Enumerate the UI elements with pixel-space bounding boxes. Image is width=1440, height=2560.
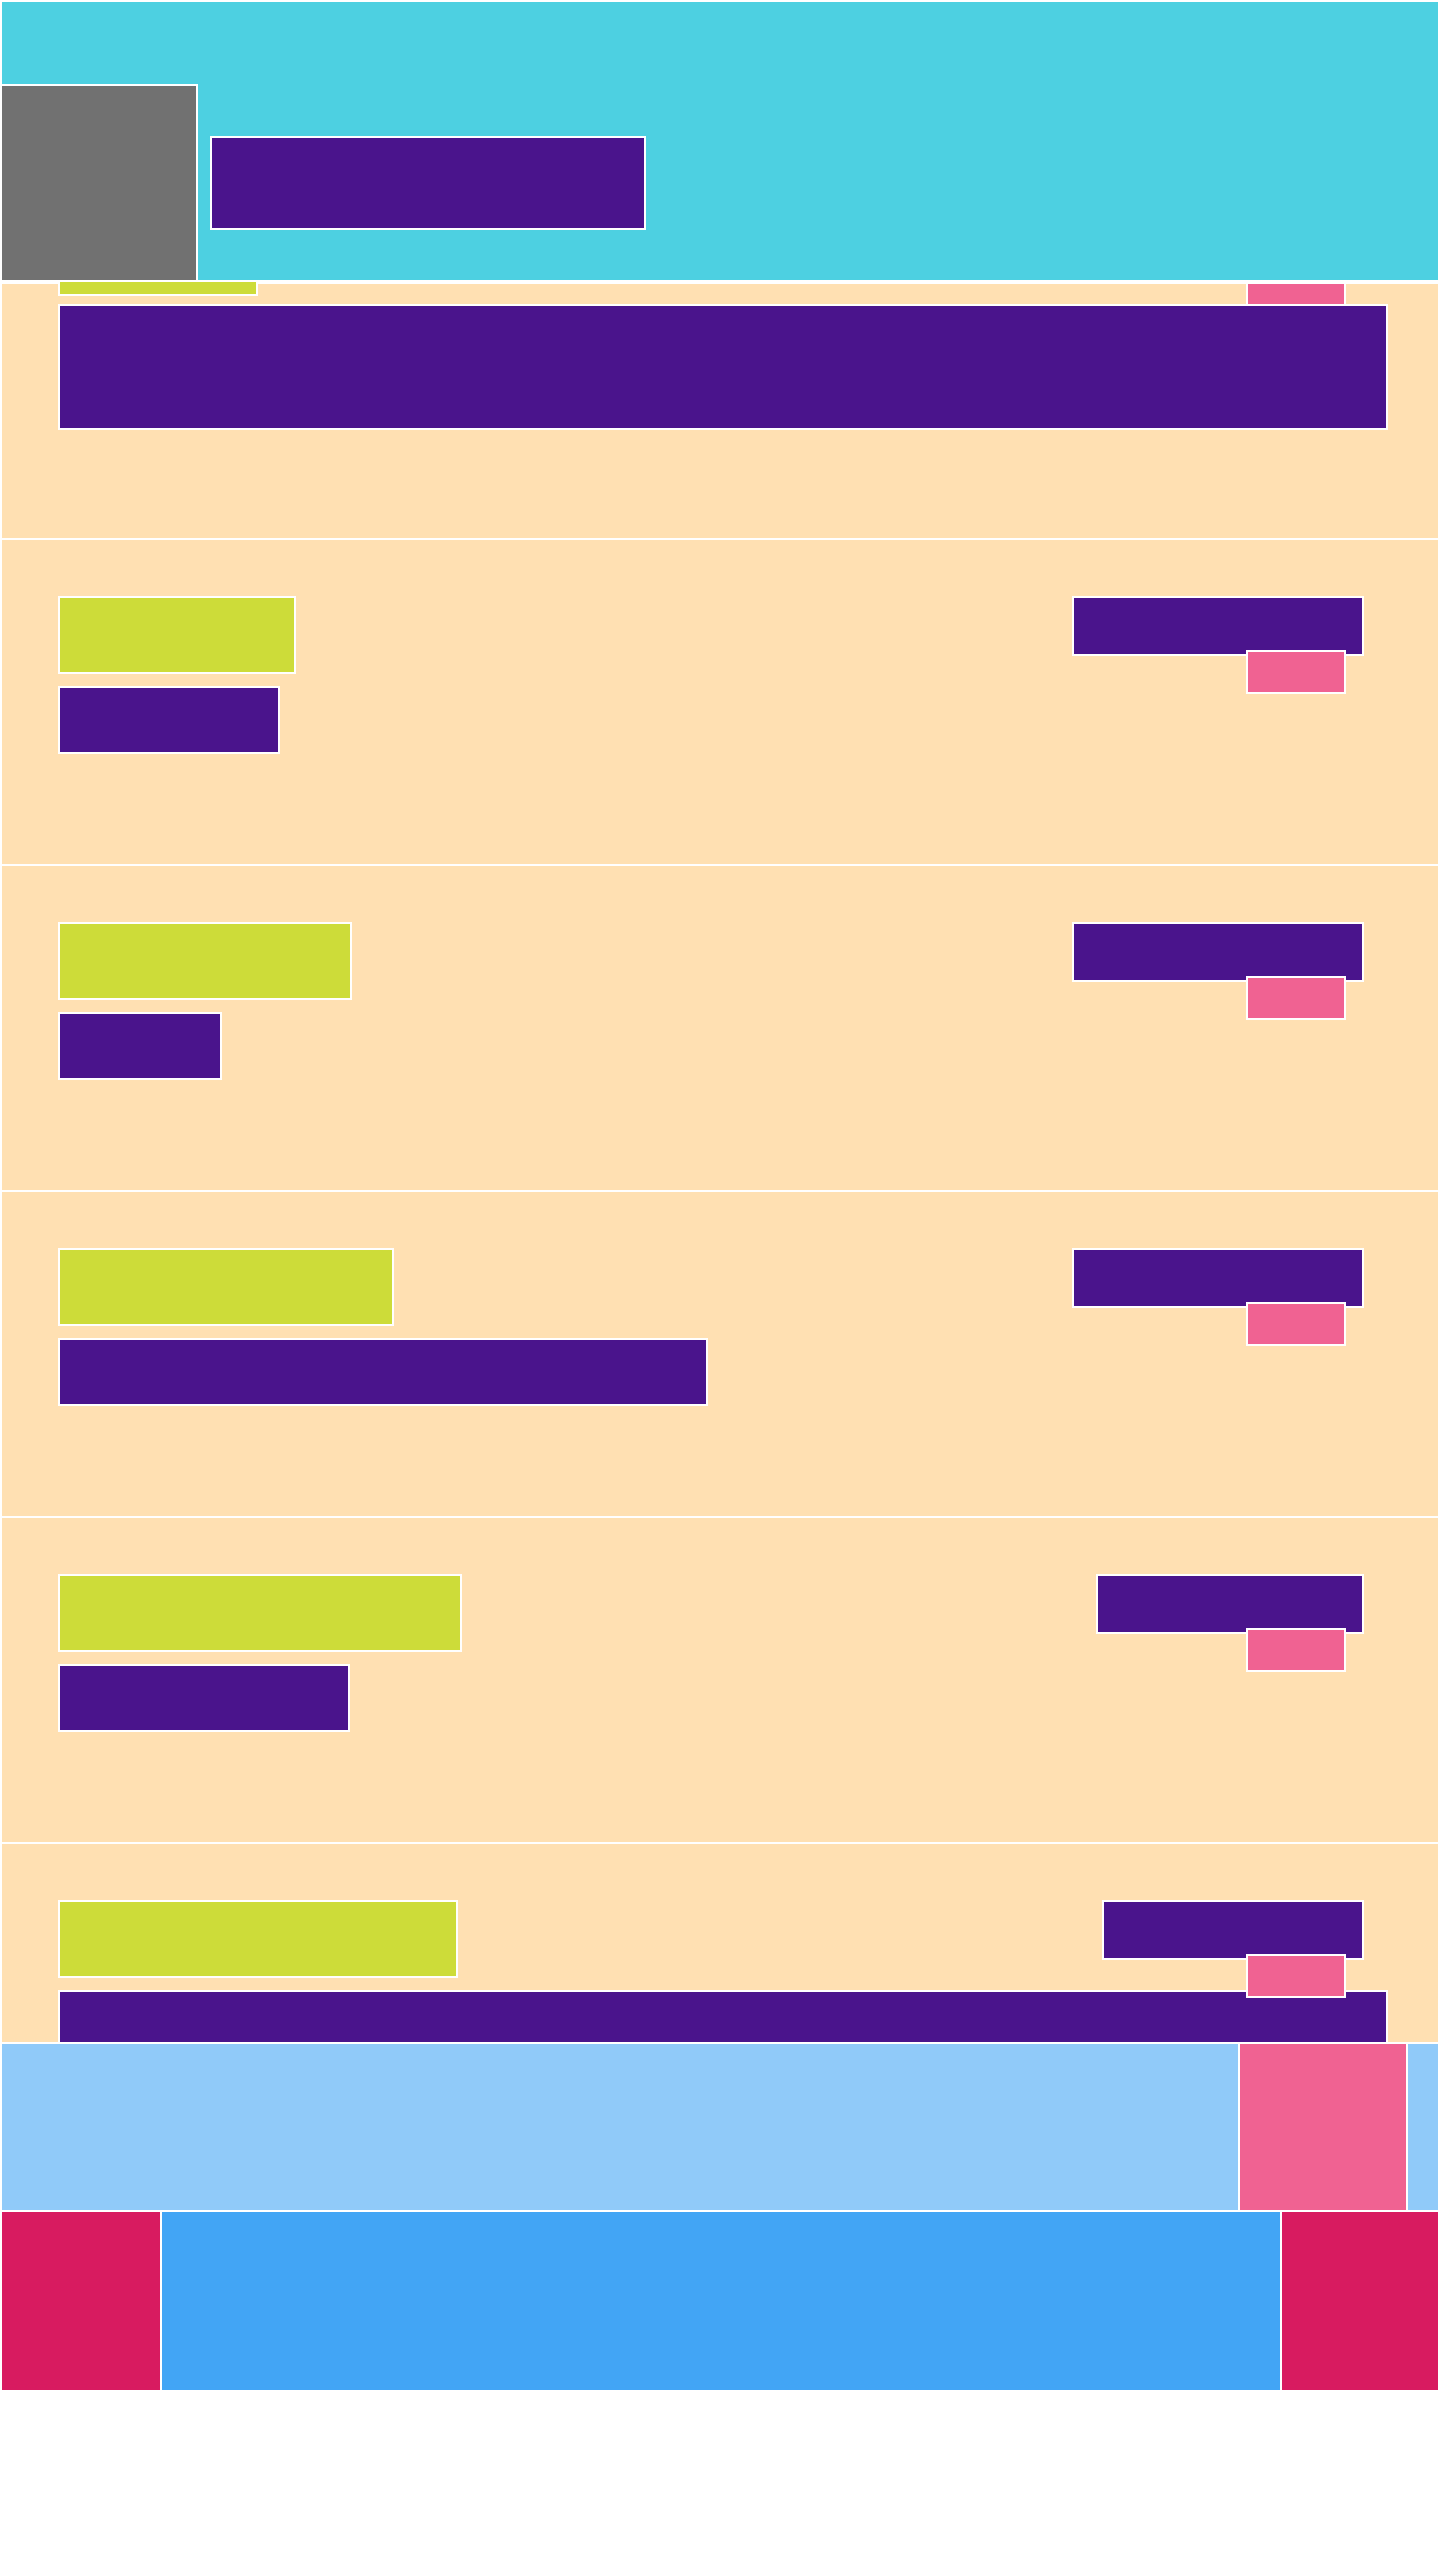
list-item-title [58, 1574, 462, 1652]
status-badge [1246, 1954, 1346, 1998]
list-item-meta [1072, 1248, 1364, 1308]
list-item-title [58, 1900, 458, 1978]
header-title [210, 136, 646, 230]
list-item-meta [1072, 922, 1364, 982]
list-item[interactable] [0, 1842, 1440, 2046]
list-item[interactable] [0, 1190, 1440, 1518]
list-item[interactable] [0, 864, 1440, 1192]
list-item-subtitle [58, 1012, 222, 1080]
status-badge [1246, 1628, 1346, 1672]
header-thumbnail-image[interactable] [0, 84, 198, 282]
list-item-title [58, 280, 258, 296]
status-badge [1246, 976, 1346, 1020]
status-badge [1246, 650, 1346, 694]
action-bar [0, 2042, 1440, 2212]
list-item-title [58, 922, 352, 1000]
bottom-nav-center-item[interactable] [160, 2210, 1282, 2392]
list-item-subtitle [58, 1664, 350, 1732]
list-item-title [58, 1248, 394, 1326]
list-item-meta [1102, 1900, 1364, 1960]
list-item[interactable] [0, 538, 1440, 866]
action-button[interactable] [1238, 2042, 1408, 2212]
list-item-meta [1096, 1574, 1364, 1634]
list-item-title [58, 596, 296, 674]
list-item[interactable] [0, 280, 1440, 540]
list-item-subtitle [58, 1338, 708, 1406]
list-item-subtitle [58, 1990, 1388, 2044]
list-item[interactable] [0, 1516, 1440, 1844]
list-item-meta [1072, 596, 1364, 656]
list-item-subtitle [58, 304, 1388, 430]
list-item-subtitle [58, 686, 280, 754]
status-badge [1246, 1302, 1346, 1346]
